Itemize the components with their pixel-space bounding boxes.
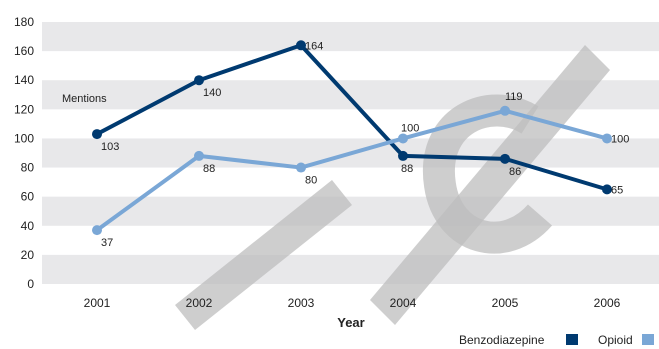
x-tick-label: 2004 [390, 296, 417, 310]
x-axis-title: Year [337, 315, 364, 330]
data-label: 80 [305, 175, 317, 187]
data-label: 65 [611, 184, 623, 196]
legend-label: Benzodiazepine [459, 333, 545, 347]
legend-label: Opioid [598, 333, 633, 347]
y-tick-label: 180 [14, 15, 34, 29]
y-tick-label: 80 [21, 161, 35, 175]
y-tick-label: 20 [21, 248, 35, 262]
y-tick-label: 40 [21, 219, 35, 233]
x-tick-label: 2001 [84, 296, 111, 310]
data-point [194, 75, 204, 86]
y-tick-label: 0 [27, 277, 34, 291]
data-point [92, 129, 102, 140]
y-tick-label: 100 [14, 131, 34, 145]
data-point [398, 133, 408, 144]
legend-swatch [642, 334, 654, 345]
series-layer: 103 140 164 88 86 65 37 88 80 100 119 100 [92, 40, 629, 249]
y-axis-title: Mentions [62, 93, 107, 105]
grid-band [42, 22, 659, 52]
data-label: 88 [203, 163, 215, 175]
data-point [398, 150, 408, 161]
series-line [95, 43, 609, 192]
data-point [602, 133, 612, 144]
y-tick-label: 140 [14, 73, 34, 87]
legend: Benzodiazepine Opioid [459, 333, 654, 347]
data-label: 100 [401, 122, 419, 134]
x-axis-ticks: 2001 2002 2003 2004 2005 2006 [84, 296, 621, 310]
data-label: 103 [101, 141, 119, 153]
data-point [296, 40, 306, 51]
x-tick-label: 2003 [288, 296, 315, 310]
x-tick-label: 2006 [594, 296, 621, 310]
data-label: 88 [401, 163, 413, 175]
data-point [92, 225, 102, 236]
data-label: 119 [505, 91, 523, 103]
data-point [194, 150, 204, 161]
data-point [500, 153, 510, 164]
data-label: 164 [305, 40, 323, 52]
watermark [175, 45, 610, 330]
grid-band [42, 254, 659, 284]
x-tick-label: 2005 [492, 296, 519, 310]
data-point [602, 184, 612, 195]
data-label: 100 [611, 133, 629, 145]
y-tick-label: 160 [14, 44, 34, 58]
x-tick-label: 2002 [186, 296, 213, 310]
data-point [500, 105, 510, 116]
data-label: 86 [509, 166, 521, 178]
y-tick-label: 120 [14, 102, 34, 116]
legend-swatch [566, 334, 578, 345]
data-label: 140 [203, 87, 221, 99]
grid-band [42, 196, 659, 226]
data-label: 37 [101, 237, 113, 249]
y-tick-label: 60 [21, 190, 35, 204]
data-point [296, 162, 306, 173]
y-axis-ticks: 0 20 40 60 80 100 120 140 160 180 [14, 15, 34, 291]
series-line [95, 108, 609, 233]
